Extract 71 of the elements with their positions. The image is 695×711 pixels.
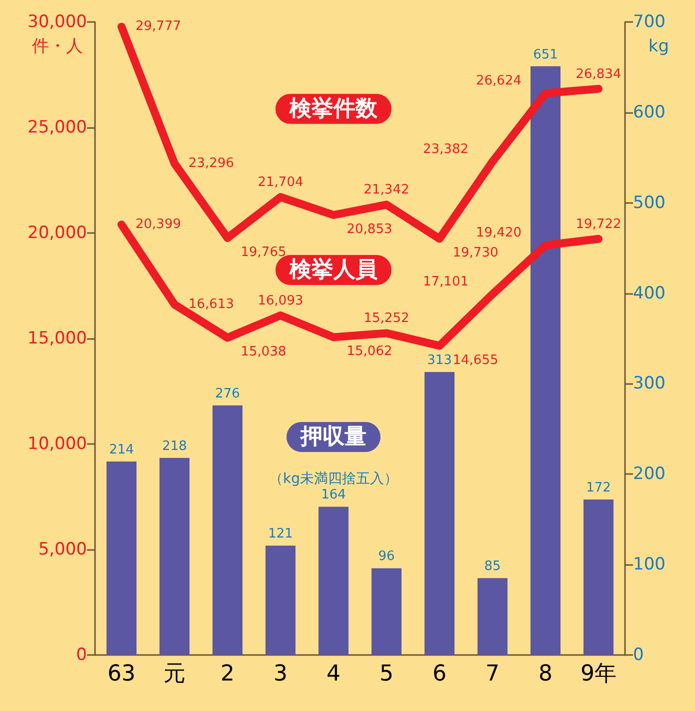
y2-tick-label: 300 <box>633 374 666 394</box>
text: 検挙件数 <box>288 95 378 122</box>
bar <box>212 405 242 655</box>
y2-tick-label: 400 <box>633 283 666 304</box>
data-label: 121 <box>268 526 293 542</box>
bar <box>160 458 190 655</box>
bar <box>266 546 296 655</box>
x-tick-label: 2 <box>220 662 234 686</box>
data-label: 21,704 <box>258 175 304 190</box>
data-label: 218 <box>162 438 187 454</box>
x-tick-label: 5 <box>380 662 394 686</box>
data-label: 276 <box>215 386 240 402</box>
data-label: 14,655 <box>452 352 498 368</box>
y2-tick-label: 600 <box>633 102 666 122</box>
x-tick-label: 8 <box>538 662 552 686</box>
bar <box>424 372 454 655</box>
data-label: 651 <box>533 47 558 62</box>
data-label: 19,420 <box>476 226 522 241</box>
x-tick-label: 63 <box>108 662 136 686</box>
data-label: 26,624 <box>476 74 522 89</box>
data-label: 26,834 <box>576 66 622 82</box>
data-label: 29,777 <box>136 19 181 34</box>
data-label: 214 <box>109 442 134 458</box>
y-tick-label: 5,000 <box>38 540 87 560</box>
data-label: 15,252 <box>364 311 410 326</box>
y-tick-label: 10,000 <box>28 434 87 454</box>
data-label: 15,038 <box>240 344 286 360</box>
data-label: 16,613 <box>188 296 234 312</box>
bar <box>478 578 508 655</box>
x-tick-label: 3 <box>274 662 288 686</box>
data-label: 172 <box>586 480 611 496</box>
y2-axis-title: kg <box>648 36 669 56</box>
bar <box>106 461 136 655</box>
data-label: 85 <box>484 559 501 574</box>
y-tick-label: 30,000 <box>28 12 87 32</box>
series-label: 検挙人員 <box>288 256 378 282</box>
y2-tick-label: 0 <box>633 645 644 665</box>
y2-tick-label: 100 <box>633 554 666 575</box>
annotation: （kg未満四捨五入） <box>269 471 398 487</box>
x-tick-label: 6 <box>432 662 446 686</box>
data-label: 16,093 <box>258 293 304 308</box>
data-label: 19,722 <box>576 216 622 232</box>
y-axis-title: 件・人 <box>32 36 83 56</box>
y2-tick-label: 500 <box>633 192 666 213</box>
data-label: 23,382 <box>423 142 468 158</box>
data-label: 17,101 <box>423 274 468 290</box>
data-label: 96 <box>378 549 395 564</box>
x-tick-label: 元 <box>164 662 186 686</box>
bar <box>318 506 348 655</box>
data-label: 15,062 <box>346 344 392 360</box>
data-label: 23,296 <box>188 156 234 171</box>
data-label: 19,765 <box>240 244 286 260</box>
data-label: 19,730 <box>452 246 498 261</box>
bar <box>372 568 402 655</box>
data-label: 20,399 <box>136 217 181 232</box>
data-label: 313 <box>427 352 452 368</box>
data-label: 21,342 <box>364 182 410 198</box>
y-tick-label: 15,000 <box>28 328 87 348</box>
data-label: 164 <box>321 488 346 503</box>
x-tick-label: 7 <box>486 662 500 686</box>
bar <box>584 499 614 655</box>
y-tick-label: 20,000 <box>28 223 87 243</box>
x-tick-label: 9年 <box>580 662 616 686</box>
data-label: 20,853 <box>346 222 392 237</box>
y-tick-label: 0 <box>76 645 87 665</box>
x-tick-label: 4 <box>326 662 340 686</box>
y2-tick-label: 200 <box>633 464 666 484</box>
bar <box>530 66 560 655</box>
y2-tick-label: 700 <box>633 12 666 32</box>
text: 押収量 <box>300 424 366 450</box>
y-tick-label: 25,000 <box>28 118 87 138</box>
